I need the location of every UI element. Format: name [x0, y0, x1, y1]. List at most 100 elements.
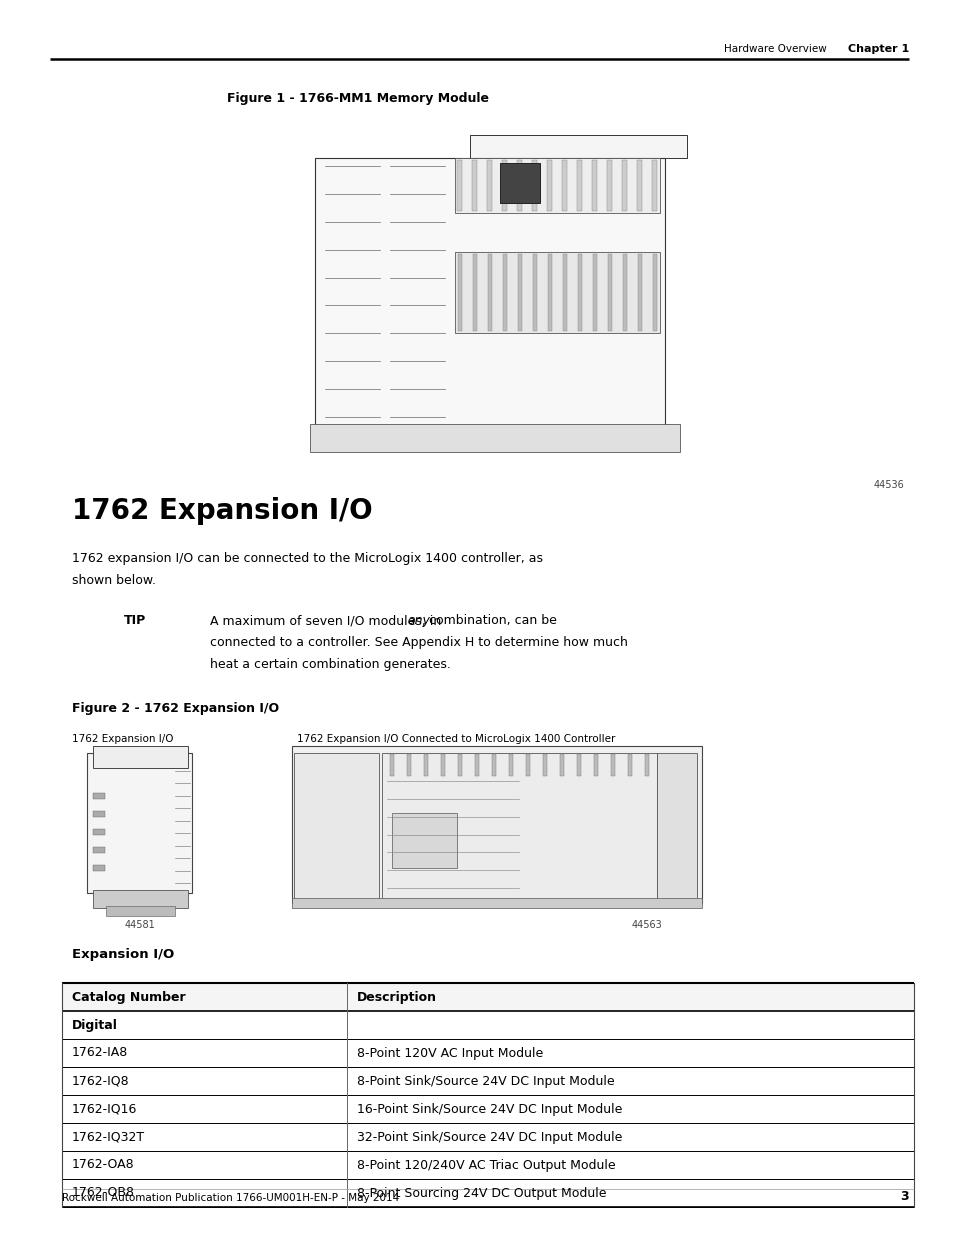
Bar [644, 755, 648, 776]
Bar [637, 254, 641, 331]
Bar [492, 755, 496, 776]
Bar [533, 254, 537, 331]
Bar [561, 161, 567, 211]
Text: Chapter 1: Chapter 1 [847, 44, 908, 54]
Text: shown below.: shown below. [71, 574, 156, 587]
Text: Hardware Overview: Hardware Overview [723, 44, 826, 54]
Bar [292, 746, 701, 903]
Text: 1762-OB8: 1762-OB8 [71, 1187, 135, 1199]
Bar [92, 793, 105, 799]
Bar [542, 755, 546, 776]
Text: connected to a controller. See Appendix H to determine how much: connected to a controller. See Appendix … [210, 636, 627, 650]
Text: any: any [407, 614, 430, 627]
Bar [621, 161, 626, 211]
Bar [92, 811, 105, 818]
Text: 16-Point Sink/Source 24V DC Input Module: 16-Point Sink/Source 24V DC Input Module [356, 1103, 621, 1115]
Bar [407, 755, 411, 776]
Bar [92, 746, 188, 768]
Text: 8-Point Sink/Source 24V DC Input Module: 8-Point Sink/Source 24V DC Input Module [356, 1074, 614, 1088]
Text: 1762 Expansion I/O: 1762 Expansion I/O [71, 496, 373, 525]
Bar [607, 254, 611, 331]
Bar [457, 254, 461, 331]
Bar [475, 755, 478, 776]
Bar [578, 254, 581, 331]
Bar [502, 254, 506, 331]
Bar [381, 753, 657, 900]
Text: Catalog Number: Catalog Number [71, 990, 186, 1004]
Text: 8-Point Sourcing 24V DC Output Module: 8-Point Sourcing 24V DC Output Module [356, 1187, 606, 1199]
Text: 1762-IQ16: 1762-IQ16 [71, 1103, 137, 1115]
Bar [652, 161, 657, 211]
Bar [487, 161, 492, 211]
Bar [455, 252, 659, 333]
Text: 1762-OA8: 1762-OA8 [71, 1158, 134, 1172]
Bar [622, 254, 626, 331]
Text: 8-Point 120V AC Input Module: 8-Point 120V AC Input Module [356, 1046, 542, 1060]
Bar [473, 254, 476, 331]
Text: 44536: 44536 [872, 480, 903, 490]
Text: combination, can be: combination, can be [424, 614, 556, 627]
Text: Rockwell Automation Publication 1766-UM001H-EN-P - May 2014: Rockwell Automation Publication 1766-UM0… [62, 1193, 399, 1203]
Text: Figure 2 - 1762 Expansion I/O: Figure 2 - 1762 Expansion I/O [71, 701, 279, 715]
Text: 3: 3 [900, 1191, 908, 1203]
Bar [314, 158, 664, 427]
Text: Expansion I/O: Expansion I/O [71, 948, 174, 961]
Text: 1762 expansion I/O can be connected to the MicroLogix 1400 controller, as: 1762 expansion I/O can be connected to t… [71, 552, 542, 564]
Bar [517, 161, 522, 211]
Bar [592, 161, 597, 211]
Bar [423, 755, 428, 776]
Bar [472, 161, 476, 211]
Bar [627, 755, 631, 776]
Bar [310, 424, 679, 452]
Bar [562, 254, 566, 331]
Text: TIP: TIP [124, 614, 146, 627]
Polygon shape [499, 163, 539, 203]
Text: 1762 Expansion I/O Connected to MicroLogix 1400 Controller: 1762 Expansion I/O Connected to MicroLog… [296, 734, 615, 743]
Bar [292, 898, 701, 908]
Text: 1762-IQ32T: 1762-IQ32T [71, 1130, 145, 1144]
Bar [509, 755, 513, 776]
Bar [652, 254, 656, 331]
Bar [547, 254, 551, 331]
Text: heat a certain combination generates.: heat a certain combination generates. [210, 658, 451, 671]
Bar [594, 755, 598, 776]
Bar [92, 847, 105, 853]
Bar [502, 161, 507, 211]
Bar [440, 755, 444, 776]
Text: Description: Description [356, 990, 436, 1004]
Bar [577, 755, 580, 776]
Bar [294, 753, 378, 900]
Bar [610, 755, 615, 776]
Polygon shape [470, 135, 687, 158]
Bar [390, 755, 394, 776]
Bar [62, 983, 913, 1011]
Text: A maximum of seven I/O modules, in: A maximum of seven I/O modules, in [210, 614, 445, 627]
Bar [577, 161, 581, 211]
Bar [92, 864, 105, 871]
Bar [106, 906, 174, 916]
Bar [457, 161, 462, 211]
Bar [457, 755, 461, 776]
Bar [606, 161, 612, 211]
Text: 8-Point 120/240V AC Triac Output Module: 8-Point 120/240V AC Triac Output Module [356, 1158, 615, 1172]
Text: 1762-IA8: 1762-IA8 [71, 1046, 128, 1060]
Bar [92, 829, 105, 835]
Bar [392, 813, 456, 867]
Text: 1762-IQ8: 1762-IQ8 [71, 1074, 130, 1088]
Bar [455, 158, 659, 212]
Text: 44581: 44581 [125, 920, 155, 930]
Bar [517, 254, 521, 331]
Text: 1762 Expansion I/O: 1762 Expansion I/O [71, 734, 173, 743]
Text: Figure 1 - 1766-MM1 Memory Module: Figure 1 - 1766-MM1 Memory Module [227, 91, 489, 105]
Bar [657, 753, 697, 900]
Bar [547, 161, 552, 211]
Bar [532, 161, 537, 211]
Bar [525, 755, 530, 776]
Bar [637, 161, 641, 211]
Text: 32-Point Sink/Source 24V DC Input Module: 32-Point Sink/Source 24V DC Input Module [356, 1130, 621, 1144]
Text: 44563: 44563 [631, 920, 661, 930]
Bar [592, 254, 596, 331]
Bar [487, 254, 492, 331]
Bar [559, 755, 563, 776]
Bar [92, 890, 188, 908]
